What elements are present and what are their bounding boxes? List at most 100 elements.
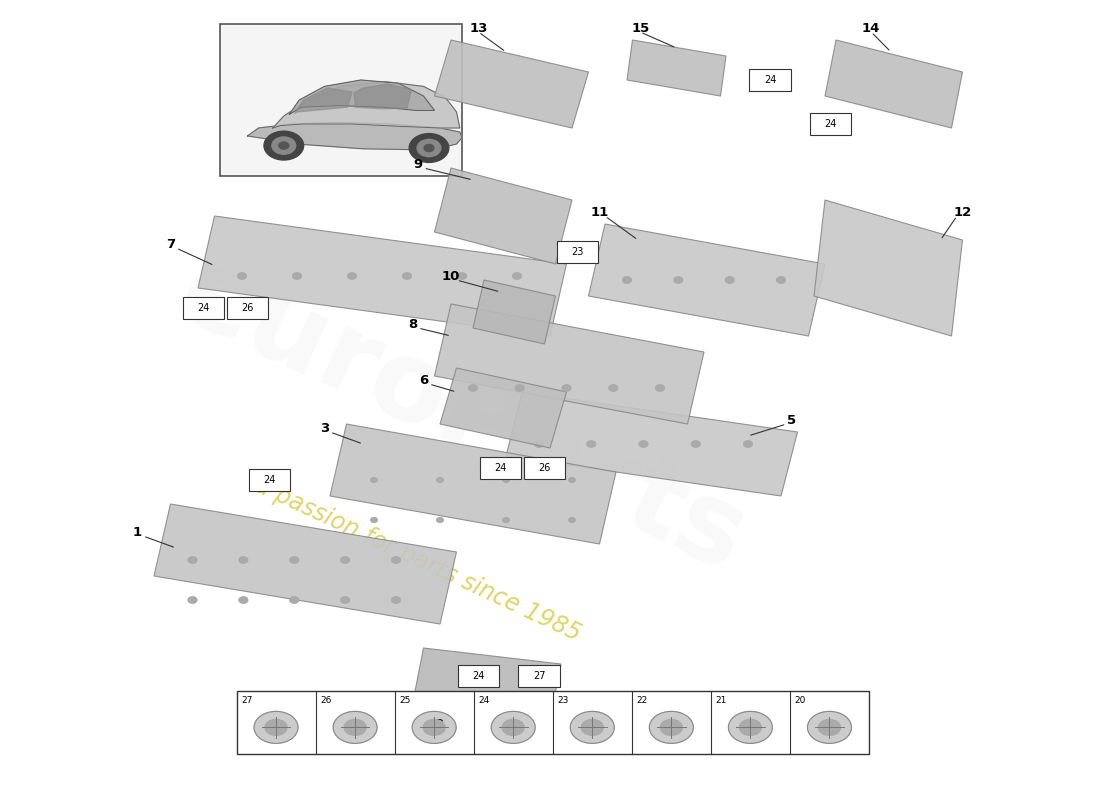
Text: 9: 9 [414, 158, 422, 170]
Text: 26: 26 [241, 303, 254, 313]
Bar [220, 24, 462, 176]
Circle shape [656, 385, 664, 391]
Circle shape [458, 273, 466, 279]
Circle shape [639, 441, 648, 447]
Text: 7: 7 [166, 238, 175, 250]
Circle shape [403, 273, 411, 279]
Circle shape [649, 711, 693, 743]
Text: 20: 20 [794, 696, 805, 705]
Circle shape [424, 719, 446, 735]
Circle shape [333, 711, 377, 743]
Circle shape [569, 518, 575, 522]
Text: 11: 11 [591, 206, 608, 218]
Text: 23: 23 [557, 696, 569, 705]
Circle shape [609, 385, 618, 391]
Bar [458, 665, 499, 687]
Text: 5: 5 [788, 414, 796, 426]
Circle shape [515, 385, 524, 391]
Circle shape [239, 557, 248, 563]
Circle shape [492, 711, 536, 743]
Circle shape [392, 597, 400, 603]
Circle shape [265, 719, 287, 735]
Circle shape [289, 597, 298, 603]
Bar [557, 241, 598, 263]
Text: euroParts: euroParts [162, 238, 762, 594]
Text: 24: 24 [478, 696, 490, 705]
Polygon shape [154, 504, 456, 624]
Circle shape [371, 478, 377, 482]
Circle shape [344, 719, 366, 735]
Circle shape [417, 139, 441, 157]
Polygon shape [289, 80, 434, 114]
Polygon shape [627, 40, 726, 96]
Polygon shape [412, 648, 561, 720]
Circle shape [392, 557, 400, 563]
Circle shape [469, 385, 477, 391]
Circle shape [569, 478, 575, 482]
Text: 26: 26 [538, 463, 551, 473]
Circle shape [437, 518, 443, 522]
Circle shape [188, 597, 197, 603]
Circle shape [238, 273, 246, 279]
Polygon shape [434, 168, 572, 264]
Circle shape [744, 441, 752, 447]
Circle shape [674, 277, 683, 283]
Text: 6: 6 [419, 374, 428, 386]
Circle shape [503, 518, 509, 522]
Polygon shape [273, 82, 460, 128]
Text: 24: 24 [197, 303, 210, 313]
Circle shape [348, 273, 356, 279]
Text: 24: 24 [263, 475, 276, 485]
Circle shape [341, 557, 350, 563]
Circle shape [425, 144, 433, 152]
Circle shape [239, 597, 248, 603]
Polygon shape [330, 424, 616, 544]
Circle shape [570, 711, 614, 743]
Circle shape [279, 142, 288, 149]
Circle shape [725, 277, 734, 283]
Circle shape [264, 131, 304, 160]
Polygon shape [506, 392, 798, 496]
Circle shape [371, 518, 377, 522]
Text: 23: 23 [571, 247, 584, 257]
Text: 1: 1 [133, 526, 142, 538]
Circle shape [272, 137, 296, 154]
Circle shape [660, 719, 682, 735]
Text: 25: 25 [399, 696, 410, 705]
Circle shape [818, 719, 840, 735]
Circle shape [807, 711, 851, 743]
Bar [480, 457, 521, 479]
Text: 24: 24 [763, 75, 777, 85]
Text: 14: 14 [862, 22, 880, 34]
Circle shape [188, 557, 197, 563]
Bar [749, 69, 791, 91]
Polygon shape [434, 304, 704, 424]
Bar [810, 113, 851, 135]
Circle shape [341, 597, 350, 603]
Circle shape [409, 134, 449, 162]
Text: 22: 22 [636, 696, 648, 705]
Circle shape [587, 441, 596, 447]
Polygon shape [814, 200, 962, 336]
Polygon shape [588, 224, 825, 336]
Polygon shape [473, 280, 556, 344]
Bar [183, 297, 224, 319]
Circle shape [289, 557, 298, 563]
Text: 15: 15 [631, 22, 649, 34]
Circle shape [728, 711, 772, 743]
Polygon shape [825, 40, 962, 128]
Text: 26: 26 [320, 696, 331, 705]
Text: 13: 13 [470, 22, 487, 34]
Text: 2: 2 [436, 718, 444, 730]
Text: 24: 24 [472, 671, 485, 681]
Text: 27: 27 [241, 696, 252, 705]
Bar [236, 691, 869, 754]
Polygon shape [434, 40, 588, 128]
Text: 8: 8 [408, 318, 417, 330]
Bar [518, 665, 560, 687]
Text: 10: 10 [442, 270, 460, 282]
Circle shape [503, 478, 509, 482]
Circle shape [503, 719, 525, 735]
Circle shape [692, 441, 701, 447]
Circle shape [739, 719, 761, 735]
